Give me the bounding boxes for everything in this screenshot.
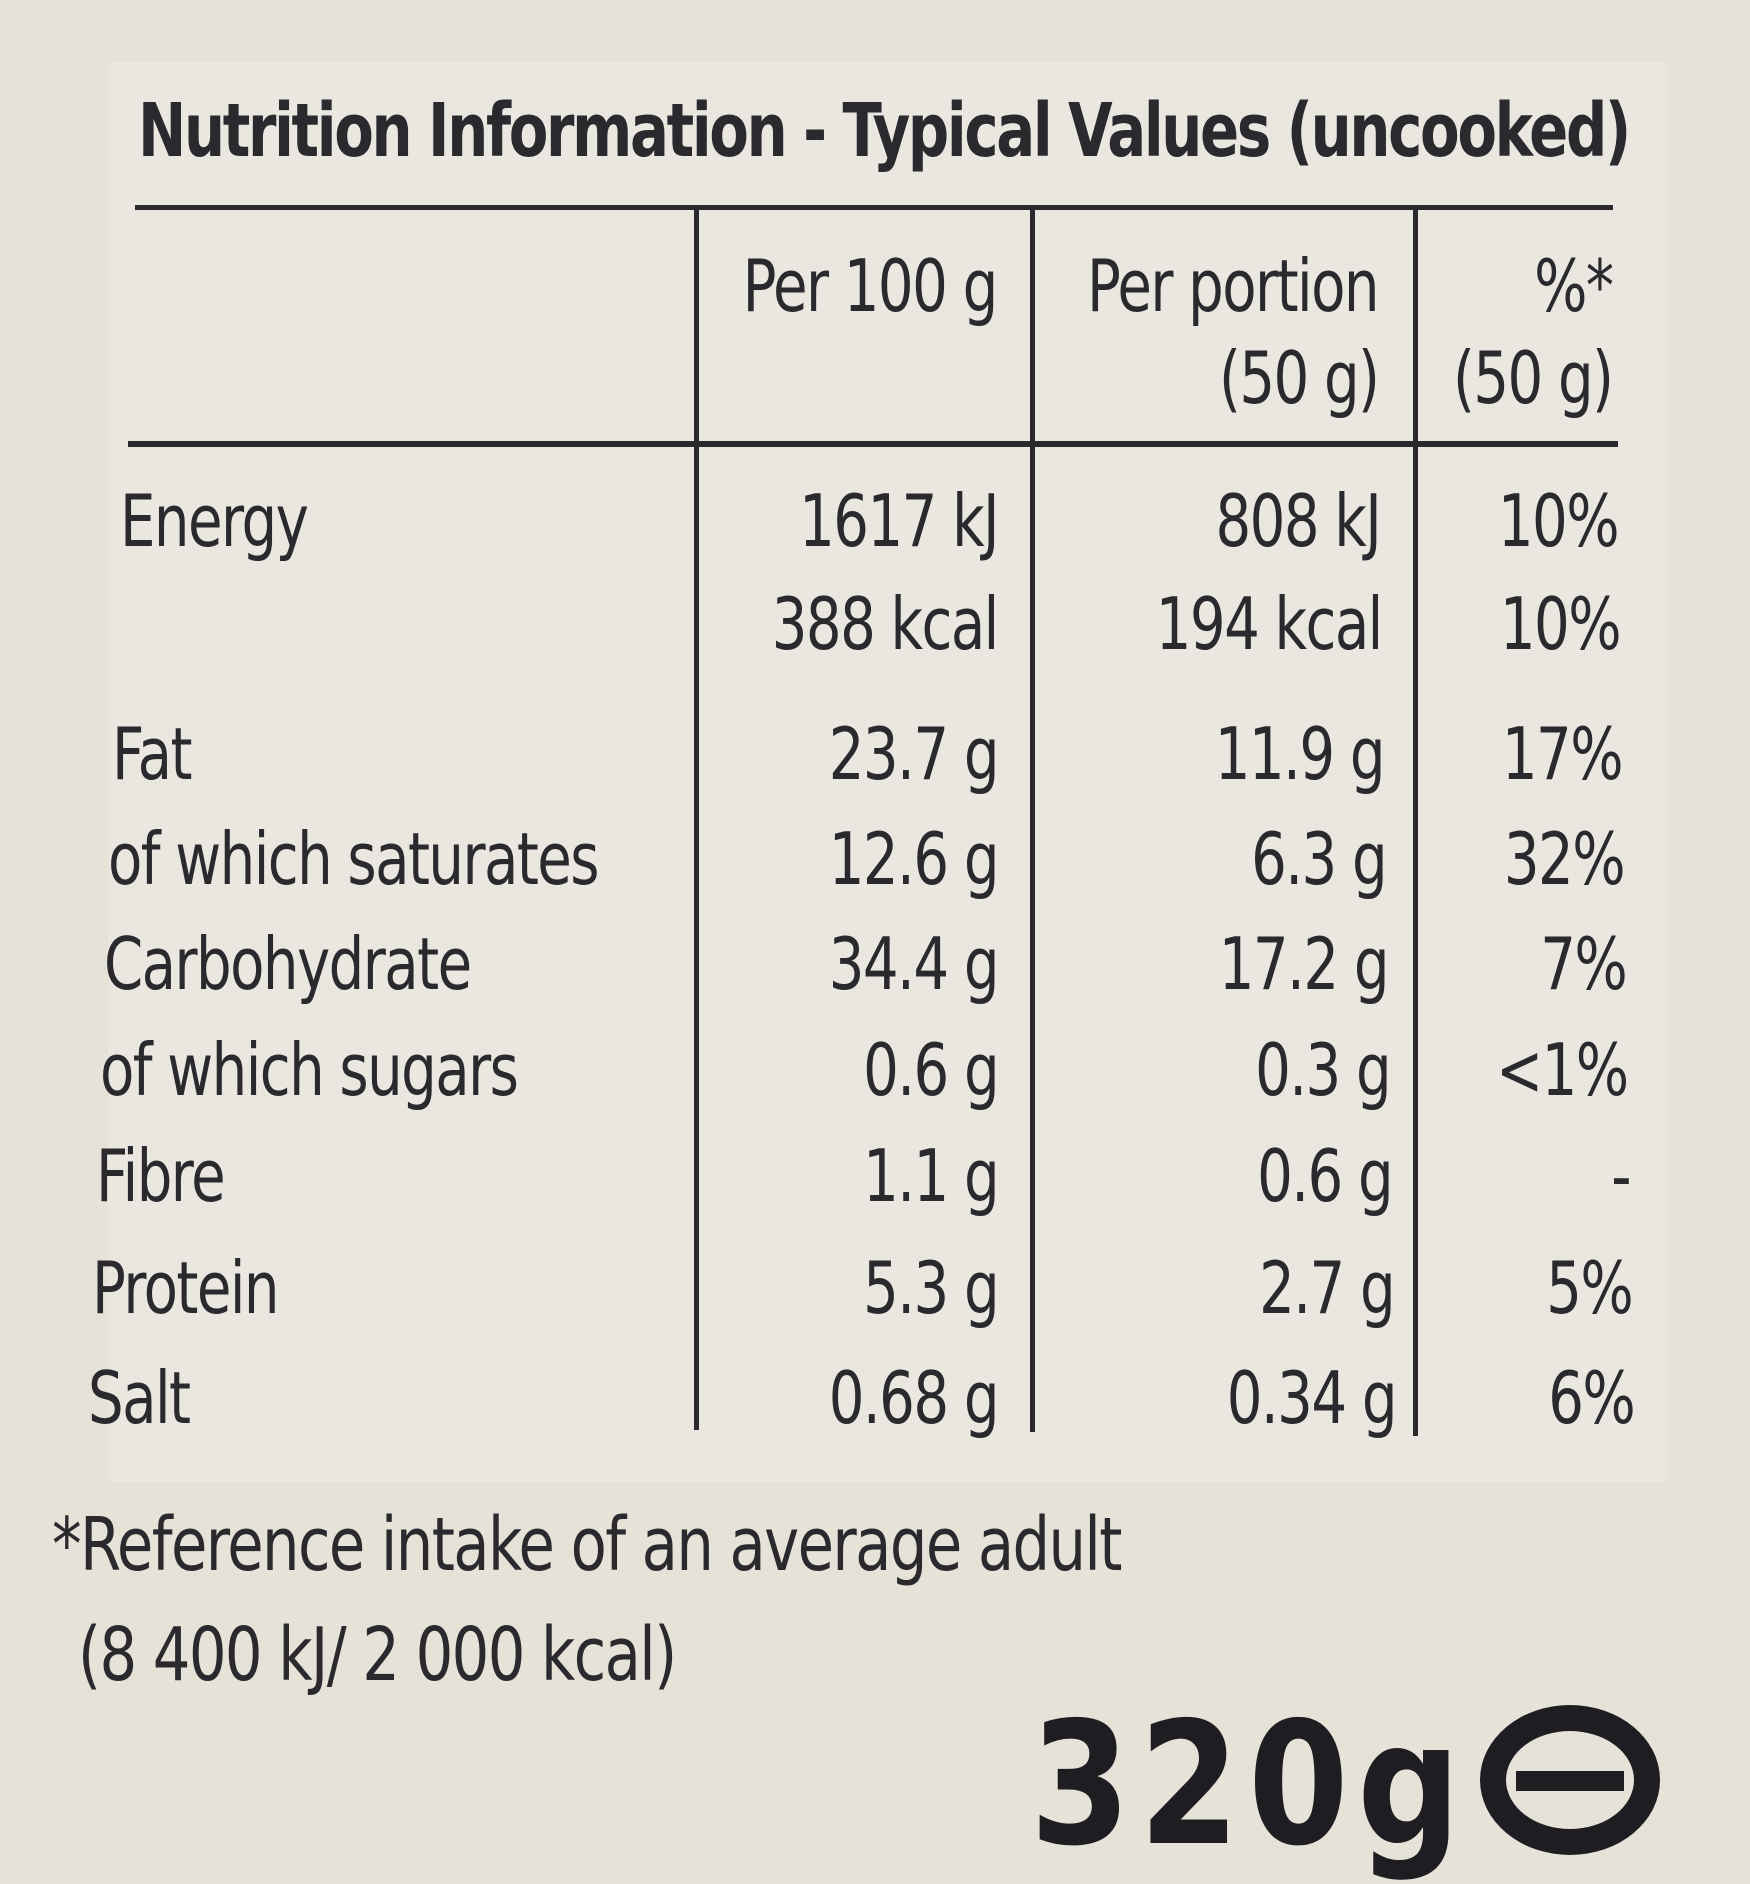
cell-reference-intake: 10% — [1497, 479, 1620, 563]
cell-per-100g: 388 kcal — [772, 582, 1000, 666]
row-label: Carbohydrate — [104, 922, 472, 1006]
cell-reference-intake: <1% — [1496, 1028, 1630, 1112]
cell-reference-intake: - — [1611, 1134, 1631, 1218]
cell-per-portion: 6.3 g — [1250, 817, 1388, 901]
footnote-reference-values: (8 400 kJ/ 2 000 kcal) — [78, 1612, 677, 1698]
cell-per-portion: 11.9 g — [1214, 712, 1386, 796]
header-per-portion: Per portion — [1087, 244, 1379, 328]
column-divider-3 — [1413, 210, 1418, 1436]
cell-per-portion: 0.34 g — [1226, 1356, 1398, 1440]
nutrition-label-panel — [108, 62, 1668, 1482]
estimated-sign-icon — [1480, 1705, 1660, 1855]
cell-per-portion: 0.6 g — [1256, 1134, 1394, 1218]
net-weight: 320g — [1030, 1686, 1470, 1884]
header-per-portion-weight: (50 g) — [1218, 336, 1380, 420]
cell-per-100g: 0.6 g — [862, 1028, 1000, 1112]
footnote-reference-intake: *Reference intake of an average adult — [52, 1502, 1123, 1588]
row-label: Fibre — [96, 1134, 226, 1218]
row-label: Salt — [88, 1356, 191, 1440]
row-label: Protein — [92, 1246, 280, 1330]
cell-per-100g: 0.68 g — [828, 1356, 1000, 1440]
header-reference-intake: %* — [1533, 244, 1614, 328]
cell-per-100g: 12.6 g — [828, 817, 1000, 901]
header-rule — [128, 441, 1618, 447]
cell-per-100g: 1617 kJ — [799, 479, 1000, 563]
cell-per-portion: 808 kJ — [1215, 479, 1381, 563]
cell-reference-intake: 17% — [1501, 712, 1624, 796]
row-label: Energy — [120, 479, 309, 563]
cell-per-portion: 2.7 g — [1258, 1246, 1396, 1330]
row-label: of which saturates — [108, 817, 600, 901]
cell-per-portion: 17.2 g — [1218, 922, 1390, 1006]
row-label: of which sugars — [100, 1028, 519, 1112]
cell-per-100g: 1.1 g — [862, 1134, 1000, 1218]
header-per-100g: Per 100 g — [742, 244, 999, 328]
cell-reference-intake: 5% — [1546, 1246, 1634, 1330]
cell-reference-intake: 6% — [1548, 1356, 1636, 1440]
cell-reference-intake: 32% — [1503, 817, 1626, 901]
column-divider-2 — [1030, 210, 1035, 1432]
cell-reference-intake: 7% — [1540, 922, 1628, 1006]
header-reference-intake-weight: (50 g) — [1452, 336, 1614, 420]
column-divider-1 — [694, 210, 699, 1430]
row-label: Fat — [112, 712, 192, 796]
top-rule — [135, 205, 1613, 210]
cell-per-portion: 0.3 g — [1254, 1028, 1392, 1112]
cell-reference-intake: 10% — [1499, 582, 1622, 666]
cell-per-100g: 5.3 g — [862, 1246, 1000, 1330]
cell-per-100g: 34.4 g — [828, 922, 1000, 1006]
nutrition-title: Nutrition Information - Typical Values (… — [138, 88, 1631, 174]
cell-per-portion: 194 kcal — [1156, 582, 1384, 666]
cell-per-100g: 23.7 g — [828, 712, 1000, 796]
